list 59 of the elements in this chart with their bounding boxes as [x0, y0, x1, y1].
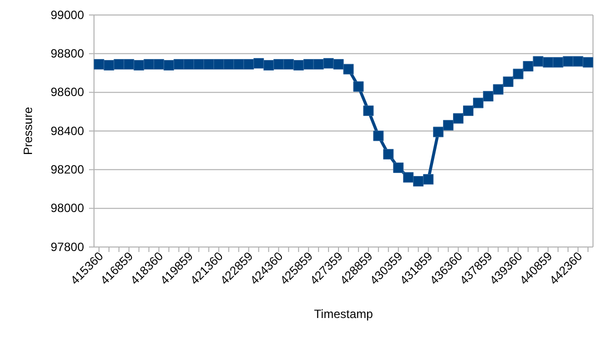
point	[512, 68, 524, 80]
point	[323, 58, 334, 69]
point	[263, 60, 274, 71]
point	[582, 57, 594, 68]
x-axis-title: Timestamp	[314, 307, 374, 321]
point	[532, 56, 544, 67]
point	[233, 59, 244, 70]
point	[393, 162, 404, 173]
y-tick-label: 98800	[50, 46, 84, 61]
point	[273, 59, 284, 70]
point	[114, 59, 124, 70]
point	[383, 148, 394, 160]
y-tick-label: 98600	[50, 85, 84, 100]
point	[253, 58, 264, 69]
point	[502, 76, 514, 87]
point	[363, 105, 374, 116]
point	[303, 59, 314, 70]
point	[423, 174, 434, 185]
point	[293, 60, 304, 71]
point	[104, 60, 114, 71]
point	[214, 59, 224, 70]
point	[433, 126, 444, 138]
point	[94, 59, 104, 70]
point	[343, 64, 354, 74]
y-tick-label: 99000	[50, 8, 84, 22]
point	[164, 60, 174, 71]
point	[223, 59, 234, 70]
point	[463, 105, 474, 116]
point	[283, 59, 294, 70]
point	[174, 59, 184, 70]
point	[144, 59, 154, 70]
point	[482, 90, 494, 102]
point	[562, 56, 574, 67]
point	[353, 81, 364, 92]
point	[542, 57, 554, 68]
point	[522, 60, 534, 72]
point	[134, 60, 144, 71]
point	[413, 176, 424, 187]
point	[154, 59, 164, 70]
point	[243, 59, 254, 70]
y-tick-label: 98400	[50, 124, 84, 138]
point	[333, 59, 344, 70]
point	[194, 59, 204, 70]
y-tick-label: 98200	[50, 162, 84, 177]
point	[492, 84, 504, 95]
point	[552, 57, 564, 68]
point	[373, 130, 384, 142]
y-tick-label: 97800	[50, 240, 84, 254]
y-axis-title: Pressure	[21, 106, 35, 156]
point	[472, 98, 484, 108]
point	[184, 59, 194, 70]
point	[204, 59, 214, 70]
point	[124, 59, 134, 70]
point	[443, 120, 454, 130]
point	[403, 172, 414, 183]
point	[572, 56, 584, 67]
point	[453, 113, 464, 124]
point	[313, 59, 324, 70]
y-tick-label: 98000	[50, 201, 84, 216]
